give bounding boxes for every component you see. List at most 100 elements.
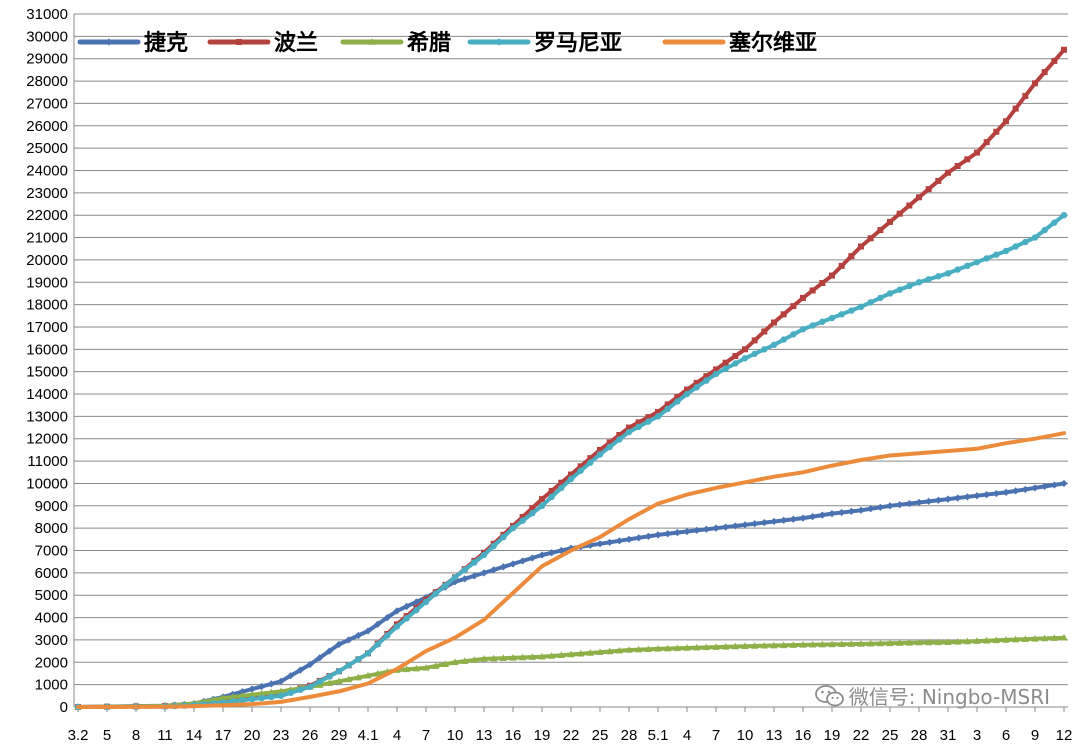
- series-group: [74, 46, 1068, 711]
- data-point: [655, 408, 661, 415]
- data-point: [499, 563, 507, 571]
- data-point: [915, 279, 923, 286]
- data-point: [770, 641, 778, 649]
- data-point: [857, 640, 865, 647]
- data-point: [1050, 634, 1058, 641]
- data-point: [645, 418, 652, 425]
- data-point: [925, 497, 933, 505]
- data-point: [963, 493, 971, 501]
- data-point: [1012, 487, 1020, 495]
- data-point: [441, 660, 449, 667]
- data-point: [548, 487, 555, 494]
- legend-item: 捷克: [77, 30, 188, 56]
- data-point: [528, 554, 536, 562]
- data-point: [615, 646, 623, 654]
- data-point: [945, 169, 951, 176]
- y-tick-label: 25000: [26, 140, 68, 157]
- data-point: [654, 645, 662, 652]
- data-point: [693, 384, 700, 391]
- x-tick-label: 29: [331, 727, 348, 744]
- data-point: [905, 499, 913, 508]
- data-point: [1012, 243, 1019, 250]
- data-point: [606, 538, 614, 546]
- data-point: [557, 546, 565, 555]
- data-point: [461, 657, 469, 664]
- data-point: [712, 643, 720, 650]
- data-point: [944, 270, 952, 277]
- data-point: [664, 530, 672, 538]
- x-tick-label: 12: [1056, 727, 1073, 744]
- y-tick-label: 21000: [26, 230, 68, 247]
- data-point: [1060, 211, 1068, 219]
- data-point: [751, 520, 759, 528]
- x-tick-label: 10: [737, 727, 754, 744]
- x-tick-label: 5.1: [648, 727, 669, 744]
- x-tick-label: 7: [422, 727, 430, 744]
- data-point: [693, 526, 701, 534]
- data-point: [596, 451, 604, 458]
- data-point: [905, 639, 913, 646]
- y-tick-label: 13000: [26, 408, 68, 425]
- data-point: [1002, 488, 1010, 496]
- data-point: [229, 693, 237, 700]
- data-point: [297, 686, 304, 694]
- data-point: [838, 262, 845, 269]
- data-point: [1031, 635, 1039, 642]
- data-point: [896, 210, 903, 217]
- data-point: [597, 446, 603, 453]
- data-point: [519, 557, 527, 565]
- y-tick-label: 17000: [26, 319, 68, 336]
- data-point: [354, 673, 362, 681]
- data-point: [993, 128, 1000, 135]
- data-point: [770, 517, 778, 526]
- data-point: [934, 638, 942, 646]
- data-point: [586, 649, 594, 656]
- x-tick-label: 4: [683, 727, 691, 744]
- data-point: [277, 687, 285, 695]
- data-point: [587, 459, 594, 466]
- x-tick-label: 28: [911, 727, 928, 744]
- data-point: [703, 377, 710, 384]
- data-point: [954, 266, 961, 273]
- legend: 捷克 波兰 希腊 罗马尼亚 塞尔维亚: [77, 30, 817, 56]
- data-point: [258, 689, 266, 697]
- data-point: [731, 642, 739, 650]
- data-point: [828, 510, 836, 518]
- data-point: [325, 679, 333, 686]
- x-tick-label: 25: [592, 727, 609, 744]
- data-point: [828, 314, 836, 322]
- data-point: [538, 502, 546, 510]
- data-point: [992, 636, 1000, 644]
- watermark: 微信号: Ningbo-MSRI: [814, 681, 1050, 710]
- data-point: [306, 660, 314, 669]
- data-point: [693, 643, 701, 651]
- data-point: [751, 642, 759, 649]
- data-point: [954, 637, 962, 645]
- series-square: [75, 46, 1067, 710]
- y-tick-label: 23000: [26, 185, 68, 202]
- data-point: [722, 523, 730, 531]
- data-point: [847, 507, 855, 515]
- data-point: [258, 682, 266, 691]
- data-point: [867, 235, 874, 242]
- data-point: [355, 656, 362, 663]
- data-point: [345, 675, 353, 683]
- legend-item: 波兰: [207, 30, 318, 56]
- data-point: [713, 366, 719, 373]
- data-point: [838, 311, 845, 318]
- y-tick-label: 7000: [35, 543, 68, 560]
- x-tick-label: 16: [505, 727, 522, 744]
- data-point: [751, 350, 758, 357]
- data-point: [1060, 633, 1068, 641]
- data-point: [915, 498, 923, 507]
- data-point: [684, 386, 690, 393]
- y-tick-label: 10000: [26, 475, 68, 492]
- gridlines: [74, 13, 1068, 686]
- data-point: [954, 494, 962, 502]
- data-point: [983, 636, 991, 644]
- data-point: [1061, 46, 1067, 53]
- data-point: [364, 650, 372, 657]
- data-point: [567, 475, 575, 483]
- y-tick-label: 28000: [26, 73, 68, 90]
- data-point: [568, 471, 574, 478]
